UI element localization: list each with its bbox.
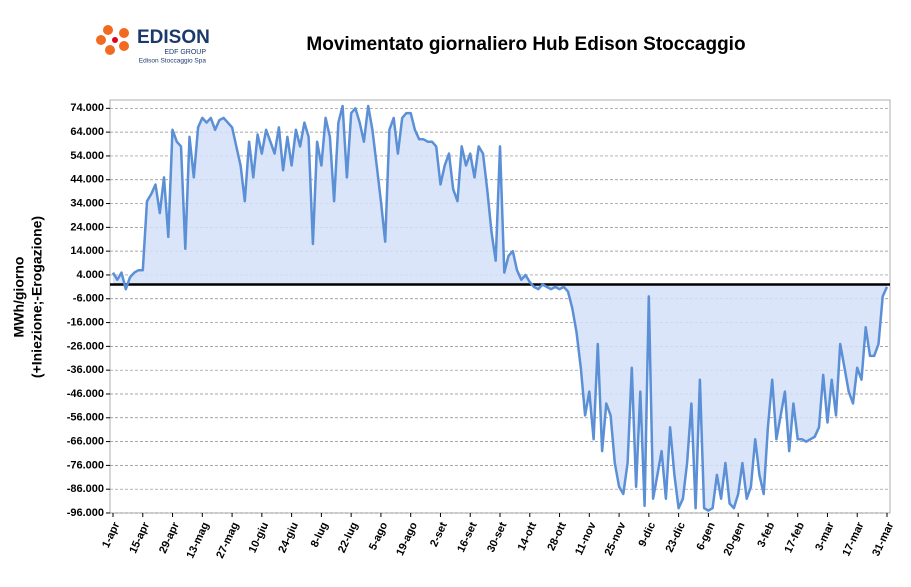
x-tick-label: 2-set (428, 520, 450, 549)
x-tick-label: 25-nov (603, 520, 629, 558)
x-tick-label: 9-dic (636, 520, 658, 548)
x-tick-label: 5-ago (367, 520, 390, 552)
logo-center (112, 37, 118, 43)
x-tick-label: 13-mag (185, 520, 212, 560)
x-tick-label: 24-giu (276, 520, 301, 554)
x-tick-label: 1-apr (100, 520, 123, 550)
y-tick-label: -86.000 (67, 483, 104, 495)
y-tick-label: 24.000 (70, 221, 104, 233)
y-tick-label: -56.000 (67, 412, 104, 424)
y-tick-label: 44.000 (70, 174, 104, 186)
y-tick-label: 54.000 (70, 150, 104, 162)
x-tick-label: 27-mag (214, 520, 241, 560)
logo-petal (105, 45, 115, 55)
x-tick-label: 30-set (485, 520, 509, 554)
x-tick-label: 3-feb (755, 520, 777, 549)
y-tick-label: -46.000 (67, 388, 104, 400)
y-tick-label: -36.000 (67, 364, 104, 376)
x-tick-label: 29-apr (157, 520, 182, 556)
x-tick-label: 22-lug (336, 520, 361, 554)
logo-petal (119, 28, 129, 38)
y-axis-label: MWh/giorno (11, 257, 27, 338)
x-tick-label: 11-nov (573, 520, 599, 557)
y-tick-label: 34.000 (70, 197, 104, 209)
y-tick-label: -16.000 (67, 316, 104, 328)
y-tick-label: 64.000 (70, 126, 104, 138)
data-line (111, 104, 889, 512)
y-tick-label: 74.000 (70, 102, 104, 114)
logo-text: EDISON (137, 27, 210, 48)
x-tick-label: 28-ott (545, 520, 569, 553)
y-tick-label: -96.000 (67, 507, 104, 519)
x-tick-label: 14-ott (516, 520, 540, 553)
x-tick-label: 8-lug (309, 520, 331, 549)
x-tick-label: 23-dic (664, 520, 688, 554)
x-tick-label: 3-mar (813, 520, 837, 553)
logo-petal (103, 25, 113, 35)
logo-petal (96, 35, 106, 45)
y-tick-label: 14.000 (70, 245, 104, 257)
y-tick-label: -66.000 (67, 435, 104, 447)
x-tick-label: 16-set (455, 520, 479, 554)
x-tick-label: 31-mar (870, 520, 896, 558)
x-tick-label: 17-feb (782, 520, 807, 555)
x-tick-label: 17-mar (840, 520, 866, 558)
area (113, 106, 887, 511)
x-tick-label: 19-ago (394, 520, 420, 557)
x-tick-label: 10-giu (247, 520, 272, 554)
y-tick-label: 4.000 (76, 269, 104, 281)
logo: EDISON EDF GROUP Edison Stoccaggio Spa (96, 25, 210, 65)
x-tick-label: 20-gen (722, 520, 748, 557)
x-tick-label: 15-apr (127, 520, 152, 556)
x-tick-label: 6-gen (694, 520, 717, 552)
y-tick-label: -6.000 (73, 293, 104, 305)
y-axis-label: (+Iniezione;-Erogazione) (29, 216, 45, 378)
y-tick-label: -76.000 (67, 459, 104, 471)
logo-company: Edison Stoccaggio Spa (139, 58, 207, 65)
logo-group: EDF GROUP (164, 49, 206, 56)
chart-title: Movimentato giornaliero Hub Edison Stocc… (306, 34, 745, 55)
y-tick-label: -26.000 (67, 340, 104, 352)
logo-petal (119, 41, 129, 51)
